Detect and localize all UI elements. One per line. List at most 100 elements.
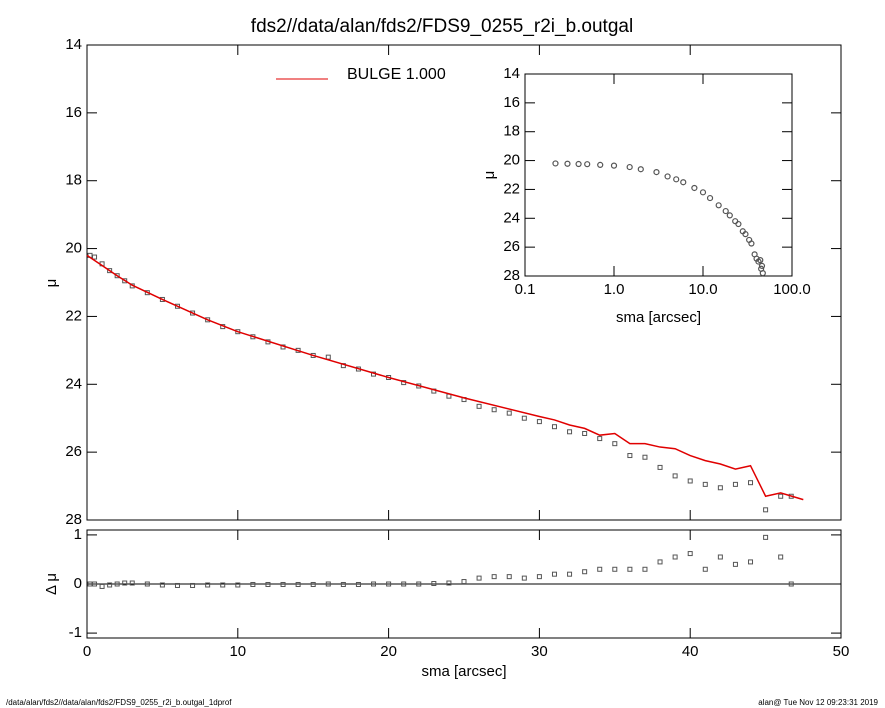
- data-point: [722, 207, 729, 215]
- data-point: [699, 189, 707, 196]
- data-point: [386, 581, 392, 587]
- data-point: [446, 580, 452, 586]
- data-point: [732, 561, 738, 567]
- data-point: [476, 575, 482, 581]
- data-point: [748, 240, 755, 247]
- data-point: [521, 415, 527, 421]
- data-point: [757, 257, 764, 264]
- data-point: [642, 454, 648, 460]
- data-point: [551, 424, 557, 430]
- data-point: [672, 554, 678, 560]
- data-point: [461, 579, 467, 585]
- data-point: [763, 534, 769, 540]
- data-point: [567, 571, 573, 577]
- x-tick-label: 50: [833, 643, 850, 660]
- data-point: [778, 493, 784, 499]
- data-point: [717, 485, 723, 491]
- data-point: [310, 581, 316, 587]
- x-tick-label: 40: [682, 643, 699, 660]
- y-tick-label: 24: [65, 375, 82, 392]
- y-tick-label: -1: [69, 624, 82, 641]
- data-point: [122, 278, 128, 284]
- data-point: [763, 507, 769, 513]
- data-point: [626, 163, 633, 171]
- data-point: [778, 554, 784, 560]
- data-point: [506, 574, 512, 580]
- plot-frame: [86, 44, 842, 521]
- y-tick-label: 26: [503, 238, 520, 255]
- data-point: [788, 581, 794, 587]
- y-tick-label: 22: [503, 180, 520, 197]
- x-axis-label: sma [arcsec]: [616, 309, 701, 326]
- data-point: [107, 268, 113, 274]
- x-tick-label: 0: [83, 643, 91, 660]
- data-point: [597, 436, 603, 442]
- data-point: [672, 473, 678, 479]
- x-tick-label: 100.0: [773, 281, 811, 298]
- legend-label: BULGE 1.000: [347, 66, 446, 83]
- data-point: [174, 303, 180, 309]
- footer-right: alan@ Tue Nov 12 09:23:31 2019: [758, 698, 878, 707]
- data-point: [190, 310, 196, 316]
- x-tick-label: 20: [380, 643, 397, 660]
- data-point: [280, 581, 286, 587]
- data-point: [92, 581, 98, 587]
- data-point: [114, 273, 120, 279]
- data-point: [642, 566, 648, 572]
- plot-frame: [524, 73, 793, 277]
- x-axis-label: sma [arcsec]: [421, 663, 506, 680]
- y-tick-label: 20: [503, 152, 520, 169]
- data-point: [491, 574, 497, 580]
- data-point: [702, 566, 708, 572]
- data-point: [717, 554, 723, 560]
- data-point: [748, 559, 754, 565]
- data-point: [265, 581, 271, 587]
- data-point: [476, 403, 482, 409]
- data-point: [552, 160, 559, 167]
- data-point: [355, 581, 361, 587]
- y-tick-label: 0: [74, 575, 82, 592]
- data-point: [159, 296, 165, 302]
- data-point: [597, 161, 604, 168]
- data-point: [657, 559, 663, 565]
- data-point: [627, 566, 633, 572]
- data-point: [144, 581, 150, 587]
- data-point: [491, 407, 497, 413]
- data-point: [205, 582, 211, 588]
- y-tick-label: 1: [74, 526, 82, 543]
- y-tick-label: 16: [503, 94, 520, 111]
- data-point: [664, 173, 671, 180]
- data-point: [673, 176, 680, 183]
- data-point: [732, 481, 738, 487]
- data-point: [758, 262, 766, 269]
- data-point: [610, 162, 618, 169]
- y-tick-label: 24: [503, 209, 520, 226]
- data-point: [726, 212, 733, 219]
- y-tick-label: 28: [65, 511, 82, 528]
- data-point: [220, 582, 226, 588]
- data-point: [506, 410, 512, 416]
- data-point: [92, 254, 98, 260]
- data-point: [759, 270, 766, 277]
- data-point: [431, 581, 437, 587]
- data-point: [702, 481, 708, 487]
- data-point: [174, 582, 180, 588]
- data-point: [732, 218, 739, 225]
- y-tick-label: 22: [65, 307, 82, 324]
- y-tick-label: 16: [65, 104, 82, 121]
- x-tick-label: 0.1: [515, 281, 536, 298]
- data-point: [627, 453, 633, 459]
- data-point: [129, 580, 135, 586]
- data-point: [567, 429, 573, 435]
- data-point: [295, 581, 301, 587]
- data-point: [521, 575, 527, 581]
- x-tick-label: 10: [229, 643, 246, 660]
- y-axis-label: μ: [481, 171, 498, 180]
- data-point: [597, 566, 603, 572]
- data-point: [612, 441, 618, 447]
- data-point: [190, 582, 196, 588]
- model-line: [86, 254, 804, 501]
- data-point: [575, 160, 582, 168]
- x-tick-label: 30: [531, 643, 548, 660]
- data-point: [99, 583, 105, 589]
